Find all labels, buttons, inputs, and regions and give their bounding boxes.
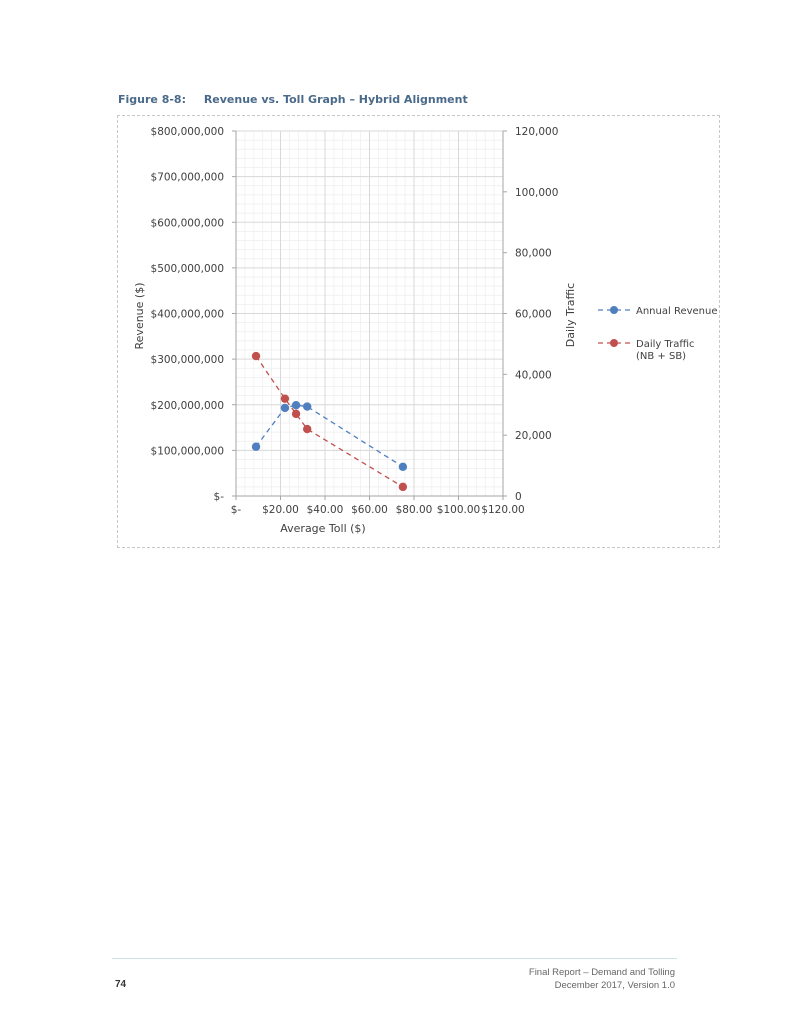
y-tick-label: $700,000,000 <box>151 172 224 184</box>
x-tick-label: $60.00 <box>351 504 388 516</box>
report-title: Final Report – Demand and Tolling <box>528 967 675 978</box>
x-tick-label: $100.00 <box>437 504 480 516</box>
series-points <box>251 351 408 492</box>
y2-tick-label: 100,000 <box>515 187 558 199</box>
x-tick-label: $- <box>231 504 242 516</box>
y-tick-label: $500,000,000 <box>151 263 224 275</box>
data-point <box>398 462 408 471</box>
y2-tick-labels: 0 20,000 40,000 60,000 80,000 100,000 120,000 <box>515 126 558 503</box>
y2-axis-title: Daily Traffic <box>564 283 577 347</box>
y-tick-label: $100,000,000 <box>151 445 224 457</box>
y-tick-labels: $- $100,000,000 $200,000,000 $300,000,000 $4… <box>151 126 225 503</box>
series-lines <box>255 355 404 488</box>
data-point <box>280 394 290 403</box>
y2-tick-label: 120,000 <box>515 126 558 138</box>
y2-tick-label: 40,000 <box>515 369 552 381</box>
x-tick-labels: $- $20.00 $40.00 $60.00 $80.00 $100.00 $120.00 <box>231 504 525 516</box>
data-point <box>251 351 261 361</box>
x-tick-label: $120.00 <box>481 504 524 516</box>
figure-number: Figure 8-8: <box>118 93 186 106</box>
y-tick-label: $- <box>214 491 225 503</box>
figure-caption: Figure 8-8: Revenue vs. Toll Graph – Hyb… <box>118 93 468 106</box>
axes <box>232 130 507 500</box>
y2-tick-label: 0 <box>515 491 522 503</box>
footer-rule <box>112 958 677 959</box>
data-point <box>291 409 301 419</box>
series-line-0 <box>255 404 404 468</box>
y-axis-title: Revenue ($) <box>133 283 146 350</box>
legend: Annual Revenue Daily Traffic(NB + SB) <box>598 306 718 362</box>
legend-swatch-marker <box>610 306 618 314</box>
figure-title: Revenue vs. Toll Graph – Hybrid Alignmen… <box>203 93 468 106</box>
series-line-1 <box>255 355 404 488</box>
x-tick-label: $40.00 <box>307 504 344 516</box>
data-point <box>291 401 301 410</box>
y-tick-label: $400,000,000 <box>151 309 224 321</box>
y2-tick-label: 20,000 <box>515 430 552 442</box>
x-tick-label: $80.00 <box>396 504 433 516</box>
legend-label: Daily Traffic <box>636 339 695 350</box>
data-point <box>303 402 312 411</box>
y-tick-label: $800,000,000 <box>151 126 224 138</box>
chart-frame: $- $20.00 $40.00 $60.00 $80.00 $100.00 $120.00… <box>117 115 720 548</box>
x-tick-label: $20.00 <box>262 504 299 516</box>
revenue-vs-toll-chart: $- $20.00 $40.00 $60.00 $80.00 $100.00 $120.00… <box>133 126 718 535</box>
y-tick-label: $600,000,000 <box>151 217 224 229</box>
y2-tick-label: 60,000 <box>515 309 552 321</box>
legend-label: Annual Revenue <box>636 306 718 317</box>
footer-info: Final Report – Demand and Tolling Decemb… <box>529 966 675 992</box>
report-version: December 2017, Version 1.0 <box>554 980 675 991</box>
data-point <box>280 403 290 413</box>
data-point <box>251 442 261 451</box>
y-tick-label: $200,000,000 <box>151 400 224 412</box>
legend-label: (NB + SB) <box>636 351 686 362</box>
page-number: 74 <box>115 979 127 990</box>
data-point <box>303 424 312 434</box>
y2-tick-label: 80,000 <box>515 248 552 260</box>
y-tick-label: $300,000,000 <box>151 354 224 366</box>
x-axis-title: Average Toll ($) <box>280 522 365 535</box>
legend-swatch-marker <box>610 339 618 347</box>
data-point <box>398 482 408 492</box>
